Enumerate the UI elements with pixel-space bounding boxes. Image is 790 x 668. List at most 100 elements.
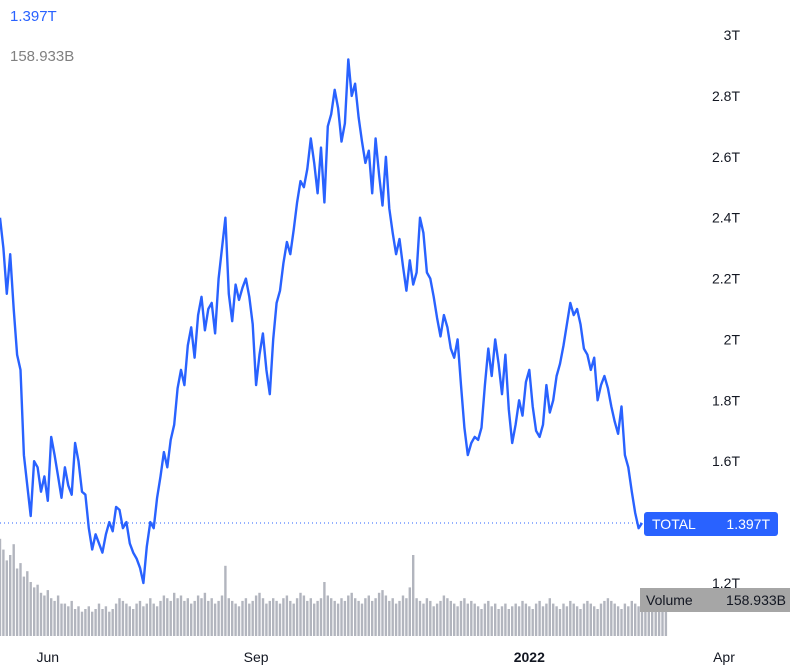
volume-bar: [295, 598, 299, 636]
volume-bar: [56, 595, 60, 636]
volume-bar: [357, 600, 360, 636]
volume-bar: [132, 609, 135, 636]
volume-bar: [63, 603, 67, 636]
y-tick-label: 2.4T: [712, 210, 740, 226]
volume-bar: [367, 595, 370, 636]
volume-bar: [364, 598, 367, 636]
volume-tag-label: Volume: [646, 592, 693, 608]
volume-bar: [227, 598, 230, 636]
volume-bar: [487, 600, 490, 636]
volume-bar: [637, 606, 640, 636]
volume-bar: [418, 600, 422, 636]
volume-bar: [173, 592, 176, 636]
volume-bar: [449, 600, 452, 636]
volume-bar: [384, 595, 388, 636]
volume-bar: [589, 603, 592, 636]
volume-bar: [193, 600, 196, 636]
volume-bar: [524, 603, 528, 636]
volume-bar: [575, 606, 579, 636]
price-legend: 1.397T: [10, 8, 57, 25]
volume-bar: [538, 600, 541, 636]
volume-bar: [640, 609, 644, 636]
volume-bar: [494, 603, 497, 636]
volume-bar: [319, 598, 323, 636]
volume-bar: [15, 568, 19, 636]
volume-bar: [507, 609, 510, 636]
volume-bar: [497, 609, 500, 636]
volume-bar: [268, 600, 271, 636]
volume-bar: [125, 603, 128, 636]
volume-bar: [534, 603, 538, 636]
volume-bar: [306, 600, 309, 636]
volume-bar: [2, 549, 5, 636]
volume-bar: [272, 598, 275, 636]
volume-bar: [350, 592, 353, 636]
volume-bar: [511, 606, 514, 636]
volume-bar: [572, 603, 575, 636]
price-tag-value: 1.397T: [726, 516, 770, 532]
volume-bar: [500, 606, 504, 636]
volume-bar: [128, 606, 131, 636]
volume-bar: [657, 606, 661, 636]
x-tick-label: 2022: [514, 649, 545, 665]
volume-bar: [613, 603, 616, 636]
volume-bar: [432, 606, 435, 636]
volume-bar: [108, 611, 111, 636]
y-tick-label: 2.6T: [712, 149, 740, 165]
volume-bar: [309, 598, 312, 636]
volume-bar: [459, 600, 463, 636]
volume-bar: [453, 603, 456, 636]
volume-bar: [405, 598, 408, 636]
volume-bar: [371, 600, 374, 636]
volume-bar: [569, 600, 572, 636]
volume-bar: [104, 606, 108, 636]
volume-bar: [647, 600, 650, 636]
volume-bar: [152, 603, 155, 636]
volume-bar: [603, 600, 606, 636]
volume-bar: [241, 600, 244, 636]
volume-bar: [299, 592, 302, 636]
volume-bar: [285, 595, 289, 636]
volume-bar: [278, 603, 282, 636]
volume-bar: [627, 606, 630, 636]
volume-bar: [289, 600, 292, 636]
volume-bar: [121, 600, 125, 636]
volume-bar: [12, 544, 15, 636]
volume-bar: [186, 598, 189, 636]
x-tick-label: Sep: [244, 649, 269, 665]
volume-bar: [234, 603, 237, 636]
volume-bar: [374, 598, 377, 636]
volume-legend: 158.933B: [10, 48, 75, 65]
price-tag-label: TOTAL: [652, 516, 696, 532]
volume-bar: [326, 595, 329, 636]
volume-bar: [261, 598, 265, 636]
volume-bar: [548, 598, 551, 636]
volume-bar: [244, 598, 248, 636]
volume-bar: [282, 598, 285, 636]
volume-bar: [623, 603, 627, 636]
volume-bar: [531, 609, 534, 636]
volume-bar: [118, 598, 121, 636]
volume-bar: [354, 598, 357, 636]
y-tick-label: 2.8T: [712, 88, 740, 104]
volume-bar: [586, 600, 589, 636]
volume-bar: [360, 603, 364, 636]
volume-bar: [87, 606, 90, 636]
volume-bar: [545, 603, 548, 636]
volume-bar: [217, 600, 220, 636]
volume-bar: [514, 603, 517, 636]
volume-bar: [224, 565, 227, 636]
volume-bar: [94, 609, 97, 636]
volume-bar: [565, 606, 569, 636]
volume-bar: [5, 560, 8, 636]
volume-bar: [579, 609, 582, 636]
volume-bar: [466, 603, 469, 636]
y-tick-label: 1.6T: [712, 453, 740, 469]
volume-bar: [135, 603, 138, 636]
volume-bar: [43, 595, 46, 636]
volume-bar: [169, 600, 172, 636]
volume-bar: [203, 592, 207, 636]
volume-bar: [555, 606, 558, 636]
volume-bar: [610, 600, 613, 636]
